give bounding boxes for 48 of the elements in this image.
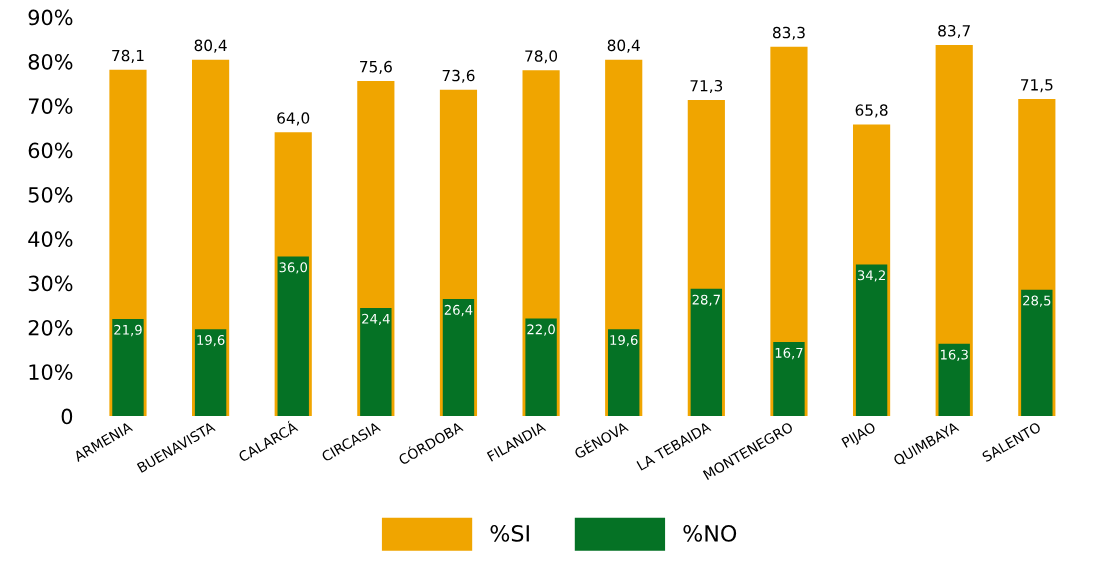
- y-tick-label: 60%: [28, 142, 73, 159]
- data-label: 21,9: [114, 324, 142, 337]
- y-tick-label: 40%: [28, 231, 73, 247]
- bar: [690, 288, 723, 417]
- data-label: 78,0: [525, 50, 558, 64]
- y-tick-label: 70%: [28, 98, 73, 114]
- bar: [194, 329, 227, 417]
- bar: [277, 256, 309, 417]
- bar: [112, 319, 144, 417]
- bar: [360, 307, 392, 417]
- data-label: 71,3: [690, 79, 723, 94]
- y-tick-label: 80%: [28, 53, 73, 70]
- data-label: 80,4: [607, 39, 640, 53]
- bar: [1021, 289, 1053, 417]
- data-label: 83,3: [772, 26, 805, 40]
- data-label: 83,7: [938, 24, 970, 39]
- bar: [608, 329, 640, 417]
- data-label: 22,0: [527, 324, 555, 336]
- data-label: 80,4: [194, 39, 227, 53]
- data-label: 71,5: [1021, 79, 1053, 93]
- data-label: 26,4: [444, 304, 473, 317]
- bar: [773, 342, 805, 417]
- y-tick-label: 30%: [28, 275, 73, 292]
- data-label: 19,6: [197, 335, 225, 347]
- y-tick-label: 0: [61, 408, 73, 425]
- bar: [855, 264, 888, 417]
- data-label: 75,6: [360, 60, 392, 74]
- y-tick-label: 50%: [28, 186, 73, 203]
- data-label: 24,4: [362, 313, 390, 326]
- legend-label: %NO: [683, 524, 737, 542]
- data-label: 73,6: [442, 69, 475, 83]
- data-label: 19,6: [610, 335, 638, 347]
- bar: [442, 299, 475, 417]
- bar: [938, 343, 970, 417]
- legend-label: %SI: [490, 524, 529, 542]
- bar: [525, 318, 557, 417]
- y-tick-label: 20%: [28, 319, 73, 336]
- data-label: 28,7: [692, 294, 720, 306]
- data-label: 34,2: [857, 270, 885, 282]
- data-label: 16,7: [775, 347, 803, 360]
- data-label: 65,8: [855, 104, 888, 118]
- data-label: 28,5: [1023, 295, 1051, 307]
- y-tick-label: 10%: [29, 364, 73, 380]
- data-label: 64,0: [277, 112, 310, 126]
- y-tick-label: 90%: [28, 9, 73, 26]
- data-label: 36,0: [279, 262, 308, 274]
- data-label: 78,1: [112, 49, 144, 63]
- data-label: 16,3: [940, 349, 968, 361]
